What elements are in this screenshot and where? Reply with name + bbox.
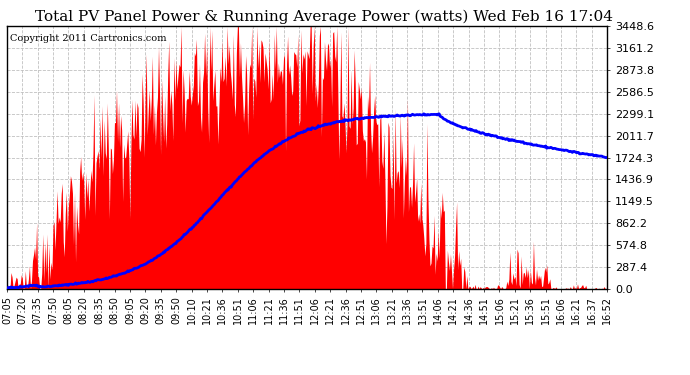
Text: Copyright 2011 Cartronics.com: Copyright 2011 Cartronics.com: [10, 34, 166, 43]
Text: Total PV Panel Power & Running Average Power (watts) Wed Feb 16 17:04: Total PV Panel Power & Running Average P…: [35, 9, 613, 24]
